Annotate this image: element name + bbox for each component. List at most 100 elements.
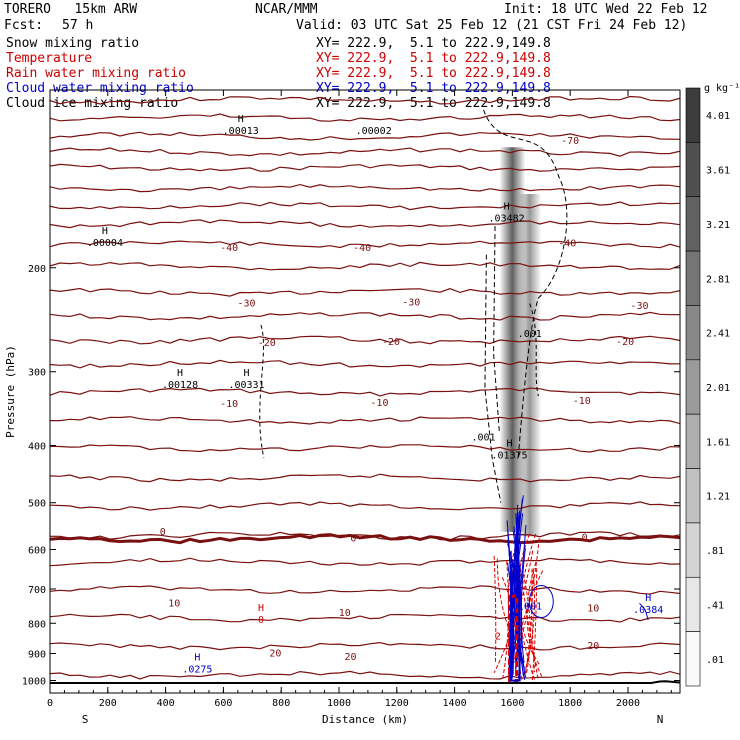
field-xy-1: XY= 222.9, 5.1 to 222.9,149.8 (316, 51, 551, 66)
y-tick-label: 500 (28, 499, 46, 510)
cloud-water-contour (528, 585, 554, 619)
isotherm-line (50, 147, 680, 157)
isotherm-label: -10 (220, 399, 238, 410)
extremum-marker: H (258, 603, 264, 614)
isotherm-label: -10 (370, 398, 388, 409)
isotherm-line (50, 670, 680, 680)
extremum-marker: H (645, 593, 651, 604)
isotherm-line (50, 557, 680, 567)
org-label: NCAR/MMM (255, 2, 318, 17)
extremum-value: .00013 (223, 126, 259, 137)
extremum-value: .00004 (87, 238, 123, 249)
colorbar-label: 3.21 (706, 220, 730, 231)
extremum-marker: H (177, 368, 183, 379)
field-name-2: Rain water mixing ratio (6, 66, 187, 81)
x-tick-label: 1600 (500, 698, 524, 709)
extremum-value: 0 (258, 615, 264, 626)
extremum-value: .00128 (162, 380, 198, 391)
isotherm-label: -10 (573, 396, 591, 407)
fcst-value: 57 h (62, 18, 94, 33)
fcst-label: Fcst: (4, 18, 44, 33)
extremum-marker: H (194, 653, 200, 664)
isotherm-line (50, 335, 680, 345)
extremum-marker: H (238, 114, 244, 125)
isotherm-line (50, 287, 680, 297)
y-tick-label: 400 (28, 442, 46, 453)
extremum-value: 2 (495, 631, 501, 642)
extremum-value: .01001 (506, 602, 542, 613)
colorbar-segment (685, 359, 701, 415)
colorbar-label: 2.41 (706, 329, 730, 340)
rain-contour (531, 568, 538, 682)
extremum-marker: H (504, 202, 510, 213)
extremum-value: .0384 (633, 605, 663, 616)
isotherm-line (50, 501, 680, 511)
isotherm-label: 0 (350, 534, 356, 545)
isotherm-line (50, 359, 680, 369)
colorbar-label: 4.01 (706, 111, 730, 122)
isotherm-line (50, 240, 680, 249)
south-label: S (82, 713, 89, 726)
field-xy-3: XY= 222.9, 5.1 to 222.9,149.8 (316, 81, 551, 96)
x-tick-label: 800 (272, 698, 290, 709)
isotherm-label: 0 (582, 533, 588, 544)
colorbar-label: 1.61 (706, 437, 730, 448)
plot-area (50, 95, 680, 685)
rain-core (507, 594, 519, 684)
colorbar-segment (685, 413, 701, 469)
isotherm-line (50, 261, 680, 271)
isotherm-line (50, 641, 680, 651)
x-tick-label: 1200 (385, 698, 409, 709)
colorbar-segment (685, 87, 701, 143)
isotherm-label: -20 (382, 337, 400, 348)
extremum-value: .01375 (491, 451, 527, 462)
isotherm-label: -40 (353, 243, 371, 254)
extremum-marker: H (243, 368, 249, 379)
ice-contour (493, 226, 500, 433)
extremum-value: .0275 (182, 665, 212, 676)
model-title: TORERO 15km ARW (4, 2, 138, 17)
x-tick-label: 2000 (616, 698, 640, 709)
isotherm-line (50, 163, 680, 172)
isotherm-label: -70 (561, 136, 579, 147)
field-name-1: Temperature (6, 51, 93, 66)
isotherm-line (50, 113, 680, 122)
isotherm-label: 0 (160, 527, 166, 538)
y-tick-label: 800 (28, 619, 46, 630)
isotherm-label: -30 (402, 297, 420, 308)
isotherm-line (50, 531, 680, 541)
colorbar-segment (685, 631, 701, 687)
isotherm-line (50, 201, 680, 211)
field-name-4: Cloud ice mixing ratio (6, 96, 179, 111)
cloud-water-contour (516, 554, 524, 677)
ice-contour (483, 109, 568, 459)
ice-contour (484, 254, 502, 503)
y-tick-label: 700 (28, 585, 46, 596)
extremum-marker: H (506, 439, 512, 450)
isotherm-line (50, 533, 680, 545)
x-axis-label: Distance (km) (322, 713, 408, 726)
extremum-value: .001 (518, 329, 542, 340)
rain-contour (524, 579, 534, 675)
field-name-3: Cloud water mixing ratio (6, 81, 194, 96)
colorbar-label: 2.81 (706, 274, 730, 285)
y-tick-label: 600 (28, 545, 46, 556)
colorbar-label: 2.01 (706, 383, 730, 394)
isotherm-line (50, 387, 680, 397)
extremum-value: .03482 (489, 214, 525, 225)
isotherm-line (50, 95, 680, 105)
colorbar-segment (685, 522, 701, 578)
isotherm-line (50, 416, 680, 425)
y-tick-label: 200 (28, 264, 46, 275)
isotherm-label: 10 (339, 608, 351, 619)
isotherm-label: -30 (631, 301, 649, 312)
colorbar-segment (685, 576, 701, 632)
isotherm-line (50, 585, 680, 595)
isotherm-label: -40 (558, 239, 576, 250)
colorbar-label: .81 (706, 546, 724, 557)
isotherm-label: -20 (616, 337, 634, 348)
extremum-value: .00002 (356, 126, 392, 137)
extremum-value: .00331 (228, 380, 264, 391)
snow-shading-flank (518, 193, 542, 537)
